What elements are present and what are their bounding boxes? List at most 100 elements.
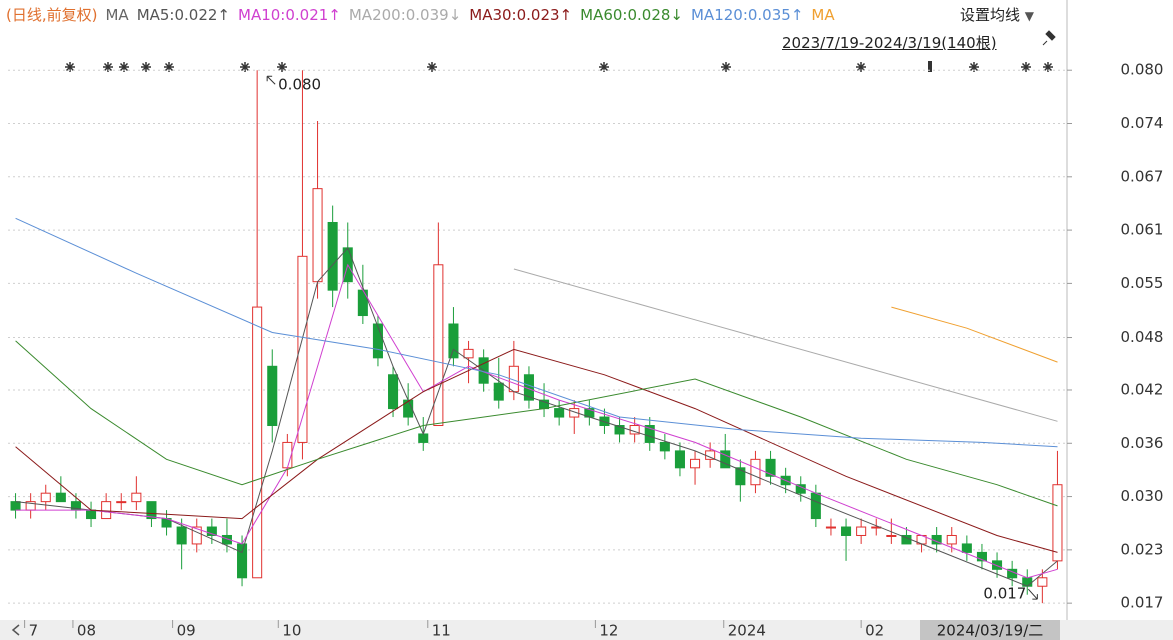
candle-body xyxy=(191,526,202,545)
candle-body xyxy=(674,450,685,469)
y-tick-label: 0.067 xyxy=(1121,167,1164,185)
y-tick-label: 0.023 xyxy=(1121,540,1164,558)
x-tick-label: 2024 xyxy=(728,622,766,640)
candle-body xyxy=(86,509,97,520)
candle-body xyxy=(282,441,293,469)
candle-body xyxy=(418,433,429,443)
candle-body xyxy=(357,289,368,317)
y-tick-label: 0.080 xyxy=(1121,61,1164,79)
ma-settings-button[interactable]: 设置均线 ▼ xyxy=(960,6,1035,24)
candle-body xyxy=(1052,484,1063,562)
x-tick-label: 12 xyxy=(599,622,618,640)
candle-body xyxy=(372,323,383,359)
ma-line xyxy=(891,306,1058,363)
candle-body xyxy=(659,441,670,452)
ma-line xyxy=(15,348,1058,553)
x-tick-label: 08 xyxy=(77,622,96,640)
y-tick-label: 0.048 xyxy=(1121,328,1164,346)
x-tick-label: 02 xyxy=(865,622,884,640)
legend: (日线,前复权) MA MA5:0.022↑ MA10:0.021↑ MA200:0.0… xyxy=(6,4,954,25)
legend-entry: MA5:0.022↑ xyxy=(136,6,230,24)
pin-icon[interactable] xyxy=(1042,30,1056,46)
legend-entry: MA200:0.039↓ xyxy=(348,6,462,24)
legend-entry: MA10:0.021↑ xyxy=(238,6,341,24)
annotation: 0.080 xyxy=(278,76,321,94)
annotation-arrow xyxy=(266,75,276,85)
annotation: 0.017 xyxy=(983,585,1026,603)
candle-body xyxy=(841,526,852,536)
candle-body xyxy=(493,382,504,401)
candle-body xyxy=(750,458,761,486)
candle-body xyxy=(206,526,217,536)
ma-line xyxy=(15,340,1058,507)
candle-body xyxy=(976,551,987,562)
annotation-arrow xyxy=(1027,588,1038,600)
x-tick-label: 7 xyxy=(29,622,39,640)
candle-body xyxy=(388,374,399,410)
cursor-label-bg xyxy=(920,620,1060,640)
y-tick-label: 0.017 xyxy=(1121,594,1164,612)
y-tick-label: 0.030 xyxy=(1121,487,1164,505)
candle-body xyxy=(690,458,701,469)
candle-body xyxy=(946,534,957,545)
y-tick-label: 0.055 xyxy=(1121,274,1164,292)
legend-ma: MA xyxy=(105,6,129,24)
candle-body xyxy=(221,534,232,545)
candle-body xyxy=(735,467,746,486)
candle-body xyxy=(463,348,474,359)
event-markers xyxy=(64,61,1054,73)
legend-entry: MA30:0.023↑ xyxy=(469,6,573,24)
y-tick-label: 0.061 xyxy=(1121,221,1164,239)
x-tick-label: 09 xyxy=(177,622,196,640)
candle-body xyxy=(237,543,248,579)
y-tick-label: 0.074 xyxy=(1121,114,1164,132)
candle-body xyxy=(992,560,1003,570)
legend-entry: MA120:0.035↑ xyxy=(690,6,804,24)
candle-body xyxy=(297,255,308,443)
ma-line xyxy=(513,268,1058,422)
candle-body xyxy=(599,416,610,427)
candle-body xyxy=(403,399,414,418)
candle-body xyxy=(554,408,565,418)
candle-body xyxy=(856,526,867,536)
button-text[interactable]: 设置均线 xyxy=(960,6,1021,24)
candle-body xyxy=(825,526,836,529)
candle-body xyxy=(569,408,580,418)
legend-prefix: (日线,前复权) xyxy=(6,6,98,24)
candle-body xyxy=(312,188,323,283)
ma-line xyxy=(15,217,1058,448)
candle-body xyxy=(176,526,187,545)
candle-body xyxy=(644,425,655,443)
candle-body xyxy=(961,543,972,553)
legend-entry: MA xyxy=(811,6,835,24)
candle-body xyxy=(267,365,278,427)
candle-body xyxy=(116,501,127,504)
candle-body xyxy=(614,425,625,435)
x-axis-bar xyxy=(0,620,1173,640)
candle-body xyxy=(765,458,776,477)
candle-body xyxy=(448,323,459,359)
candle-body xyxy=(101,501,112,520)
y-tick-label: 0.042 xyxy=(1121,380,1164,398)
candle-body xyxy=(55,492,66,503)
x-tick-label: 11 xyxy=(432,622,451,640)
candle-body xyxy=(146,501,157,520)
candle-body xyxy=(720,450,731,469)
date-range: 2023/7/19-2024/3/19(140根) xyxy=(782,34,997,52)
x-tick-label: 10 xyxy=(282,622,301,640)
scroll-left[interactable] xyxy=(11,624,20,636)
candle-body xyxy=(252,306,263,579)
candle-body xyxy=(40,492,51,503)
cursor-label: 2024/03/19/二 xyxy=(937,622,1044,640)
ma-line xyxy=(15,246,1058,587)
candle-body xyxy=(327,221,338,291)
candle-body xyxy=(433,264,444,427)
ma-line xyxy=(15,263,1058,579)
candle-body xyxy=(131,492,142,503)
candle-body xyxy=(1037,577,1048,587)
candle-body xyxy=(886,534,897,537)
candle-body xyxy=(810,492,821,520)
y-tick-label: 0.036 xyxy=(1121,434,1164,452)
